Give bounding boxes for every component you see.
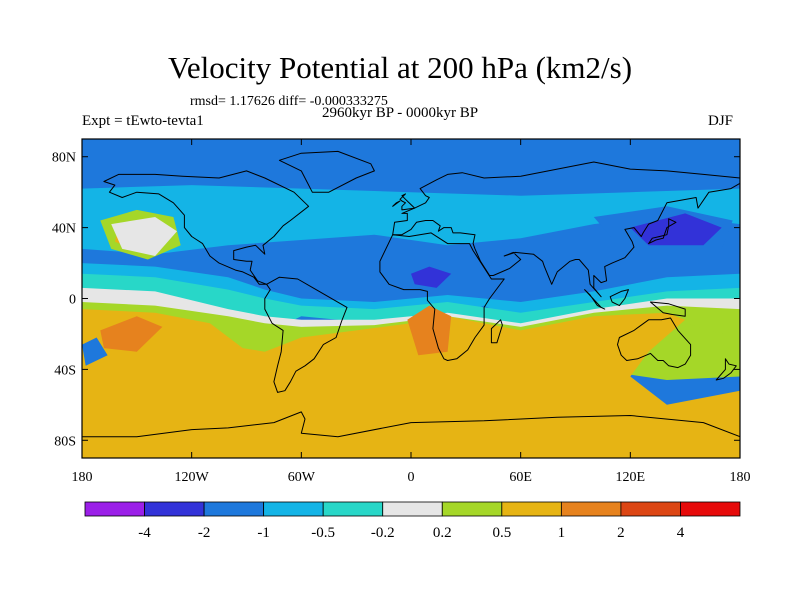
lon-tick-label: 120E [616,470,646,485]
lon-tick-label: 180 [730,470,751,485]
contour-region-14 [411,266,452,288]
colorbar-swatch-6 [441,501,503,517]
colorbar-swatch-1 [144,501,205,517]
colorbar-swatch-7 [501,501,562,517]
lat-tick-label: 0 [69,293,76,308]
colorbar-swatch-3 [263,501,324,517]
colorbar-label: 4 [677,525,685,541]
coastline-5 [392,200,401,207]
contour-region-0 [82,185,740,255]
lon-tick-label: 60W [288,470,316,485]
colorbar-label: -2 [198,525,211,541]
coastline-11 [649,301,686,317]
coastline-9 [584,289,606,310]
contour-region-11 [111,217,177,256]
colorbar-label: -0.2 [371,525,395,541]
lon-tick-label: 120W [175,470,210,485]
coastline-8 [82,411,740,458]
period-line: 2960kyr BP - 0000kyr BP [322,105,479,121]
coastline-2 [278,150,375,193]
colorbar-label: 0.2 [433,525,452,541]
lon-tick-label: 0 [408,470,415,485]
experiment-label: Expt = tEwto-tevta1 [82,113,204,129]
contour-region-16 [82,337,108,366]
coastline-4 [392,161,740,298]
lat-tick-label: 80N [52,151,76,166]
axis-ticks: 80N 40N 0 40S 80S 180 120W 60W 0 60E 120E 180 [52,139,751,485]
colorbar-swatch-10 [680,501,741,517]
colorbar: -4 -2 -1 -0.5 -0.2 0.2 0.5 1 2 4 [84,501,741,541]
lat-tick-label: 80S [54,434,76,449]
colorbar-label: 0.5 [492,525,511,541]
colorbar-label: -0.5 [311,525,335,541]
contour-region-6 [82,309,740,458]
colorbar-label: 1 [558,525,566,541]
coastline-7 [617,317,692,369]
colorbar-swatch-5 [382,501,443,517]
coastline-3 [379,232,505,361]
colorbar-swatch-9 [620,501,681,517]
coastline-13 [490,319,503,344]
coastline-14 [715,358,737,381]
map-title: Velocity Potential at 200 hPa (km2/s) [167,50,633,85]
contour-region-8 [407,305,452,356]
coastline-10 [609,289,629,307]
lon-tick-label: 60E [509,470,532,485]
contour-region-13 [630,213,722,246]
colorbar-label: -4 [138,525,151,541]
colorbar-label: 2 [617,525,625,541]
coastline-1 [264,276,348,393]
contour-fill-layer [82,185,740,458]
colorbar-swatch-4 [322,501,384,517]
colorbar-label: -1 [257,525,270,541]
lon-tick-label: 180 [72,470,93,485]
season-label: DJF [708,113,734,129]
colorbar-swatch-2 [203,501,265,517]
colorbar-swatch-8 [560,501,622,517]
colorbar-swatch-0 [84,501,145,517]
coastline-12 [648,218,677,245]
lat-tick-label: 40S [54,363,76,378]
coastline-layer [82,150,740,458]
contour-region-7 [100,316,163,352]
coastline-6 [399,193,416,211]
statistics-line: rmsd= 1.17626 diff= -0.000333275 [190,94,388,109]
coastline-0 [103,170,310,285]
lat-tick-label: 40N [52,222,76,237]
